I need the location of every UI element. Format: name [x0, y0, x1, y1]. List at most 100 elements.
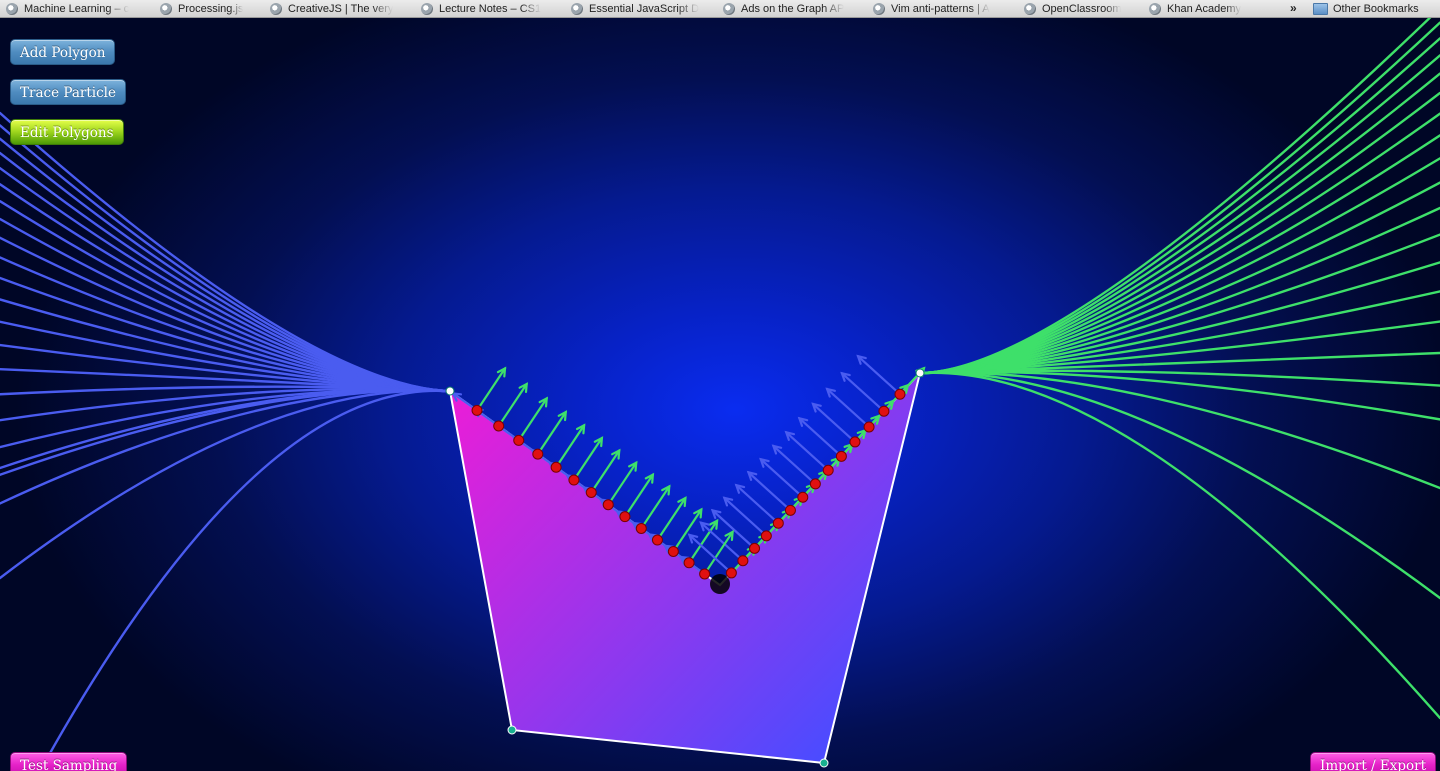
- normal-arrow: [687, 519, 719, 564]
- normal-arrow: [623, 473, 655, 518]
- sample-point: [585, 486, 597, 498]
- normal-arrow-head: [496, 366, 507, 378]
- normal-arrow: [811, 402, 857, 444]
- sample-point: [667, 545, 679, 557]
- sample-point: [532, 448, 544, 460]
- normal-arrow: [856, 355, 902, 396]
- normal-arrow-head: [710, 508, 722, 520]
- polygon-vertex[interactable]: [710, 574, 730, 594]
- sample-point: [550, 461, 562, 473]
- sample-point: [493, 420, 505, 432]
- sample-point: [835, 450, 847, 462]
- light-ray: [922, 157, 1440, 375]
- normal-arrow-head: [647, 533, 659, 543]
- bookmark-item[interactable]: Lecture Notes – CS1: [421, 0, 554, 17]
- globe-icon: [873, 3, 885, 15]
- normal-arrow-head: [644, 472, 655, 484]
- polygon-shape[interactable]: [448, 369, 922, 765]
- polygon-vertex[interactable]: [445, 386, 455, 396]
- bookmark-item[interactable]: CreativeJS | The very: [270, 0, 404, 17]
- normal-arrow: [747, 471, 792, 512]
- normal-arrow-head: [693, 507, 703, 519]
- scene-svg[interactable]: [0, 18, 1440, 771]
- light-ray: [922, 134, 1440, 375]
- bookmark-item[interactable]: Machine Learning – c: [6, 0, 142, 17]
- sample-points: [471, 388, 906, 580]
- bookmark-item[interactable]: Khan Academy: [1149, 0, 1259, 17]
- light-ray: [922, 21, 1440, 375]
- sample-point: [822, 464, 834, 476]
- add-polygon-button[interactable]: Add Polygon: [10, 39, 116, 65]
- light-ray: [922, 206, 1440, 375]
- import-export-button[interactable]: Import / Export: [1310, 752, 1437, 771]
- normal-arrow-head: [708, 518, 719, 530]
- other-bookmarks-label: Other Bookmarks: [1333, 3, 1419, 15]
- trace-particle-button[interactable]: Trace Particle: [10, 79, 126, 105]
- polygon-vertex[interactable]: [819, 758, 829, 768]
- edit-polygons-button[interactable]: Edit Polygons: [10, 119, 124, 145]
- polygon-vertex[interactable]: [915, 368, 925, 378]
- sample-point: [513, 434, 525, 446]
- normal-arrow: [572, 436, 604, 482]
- bookmark-item[interactable]: Vim anti-patterns | A: [873, 0, 1009, 17]
- sample-point: [699, 568, 711, 580]
- normal-arrow-head: [699, 521, 710, 532]
- normal-arrow: [785, 431, 830, 472]
- bookmark-item[interactable]: OpenClassroom: [1024, 0, 1136, 17]
- globe-icon: [723, 3, 735, 15]
- sample-point: [683, 557, 695, 569]
- bookmark-item[interactable]: Ads on the Graph AP: [723, 0, 856, 17]
- bookmark-label: CreativeJS | The very: [288, 3, 394, 15]
- light-ray: [0, 388, 448, 470]
- sample-point: [619, 511, 631, 523]
- folder-icon: [1313, 3, 1328, 15]
- polygon-vertex[interactable]: [507, 725, 517, 735]
- normal-arrow-head: [677, 496, 687, 508]
- other-bookmarks-button[interactable]: Other Bookmarks: [1313, 0, 1419, 17]
- bookmark-item[interactable]: Essential JavaScript D: [571, 0, 706, 17]
- normal-arrow: [798, 417, 843, 458]
- globe-icon: [421, 3, 433, 15]
- normal-arrow-head: [678, 555, 690, 566]
- globe-icon: [571, 3, 583, 15]
- normal-arrow-head: [734, 483, 746, 494]
- normal-arrow-head: [722, 496, 734, 507]
- bookmarks-bar: Machine Learning – c Processing.js Creat…: [0, 0, 1440, 18]
- normal-arrow-head: [811, 402, 822, 413]
- light-ray: [38, 389, 448, 771]
- light-ray: [922, 18, 1432, 375]
- bookmarks-overflow-button[interactable]: »: [1290, 1, 1297, 15]
- bookmark-label: Ads on the Graph AP: [741, 3, 845, 15]
- sample-point: [568, 474, 580, 486]
- sample-point: [863, 421, 875, 433]
- normal-arrow: [536, 410, 567, 456]
- sample-point: [809, 478, 821, 490]
- normal-arrow-head: [784, 430, 796, 441]
- light-ray: [922, 181, 1440, 375]
- sample-point: [749, 542, 761, 554]
- globe-icon: [6, 3, 18, 15]
- simulation-canvas[interactable]: Add Polygon Trace Particle Edit Polygons…: [0, 18, 1440, 771]
- sample-point: [471, 404, 483, 416]
- normal-arrow-head: [611, 448, 621, 460]
- normal-arrow: [840, 372, 886, 413]
- globe-icon: [1024, 3, 1036, 15]
- sample-point: [797, 491, 809, 503]
- sample-point: [784, 504, 796, 516]
- normal-arrow-head: [746, 470, 758, 481]
- bookmark-item[interactable]: Processing.js: [160, 0, 255, 17]
- normal-arrow-head: [840, 371, 851, 382]
- sample-point: [635, 522, 647, 534]
- light-ray: [922, 371, 1440, 600]
- normal-arrow-head: [825, 387, 836, 398]
- sample-point: [602, 499, 614, 511]
- light-ray: [922, 371, 1440, 490]
- bookmark-label: Processing.js: [178, 3, 244, 15]
- test-sampling-button[interactable]: Test Sampling: [10, 752, 128, 771]
- normal-arrow: [759, 458, 804, 499]
- normal-arrow: [656, 496, 687, 542]
- left-ray-field: [0, 111, 448, 771]
- normal-arrow-head: [884, 399, 895, 410]
- normal-arrow-head: [518, 382, 528, 394]
- bookmark-label: Lecture Notes – CS1: [439, 3, 542, 15]
